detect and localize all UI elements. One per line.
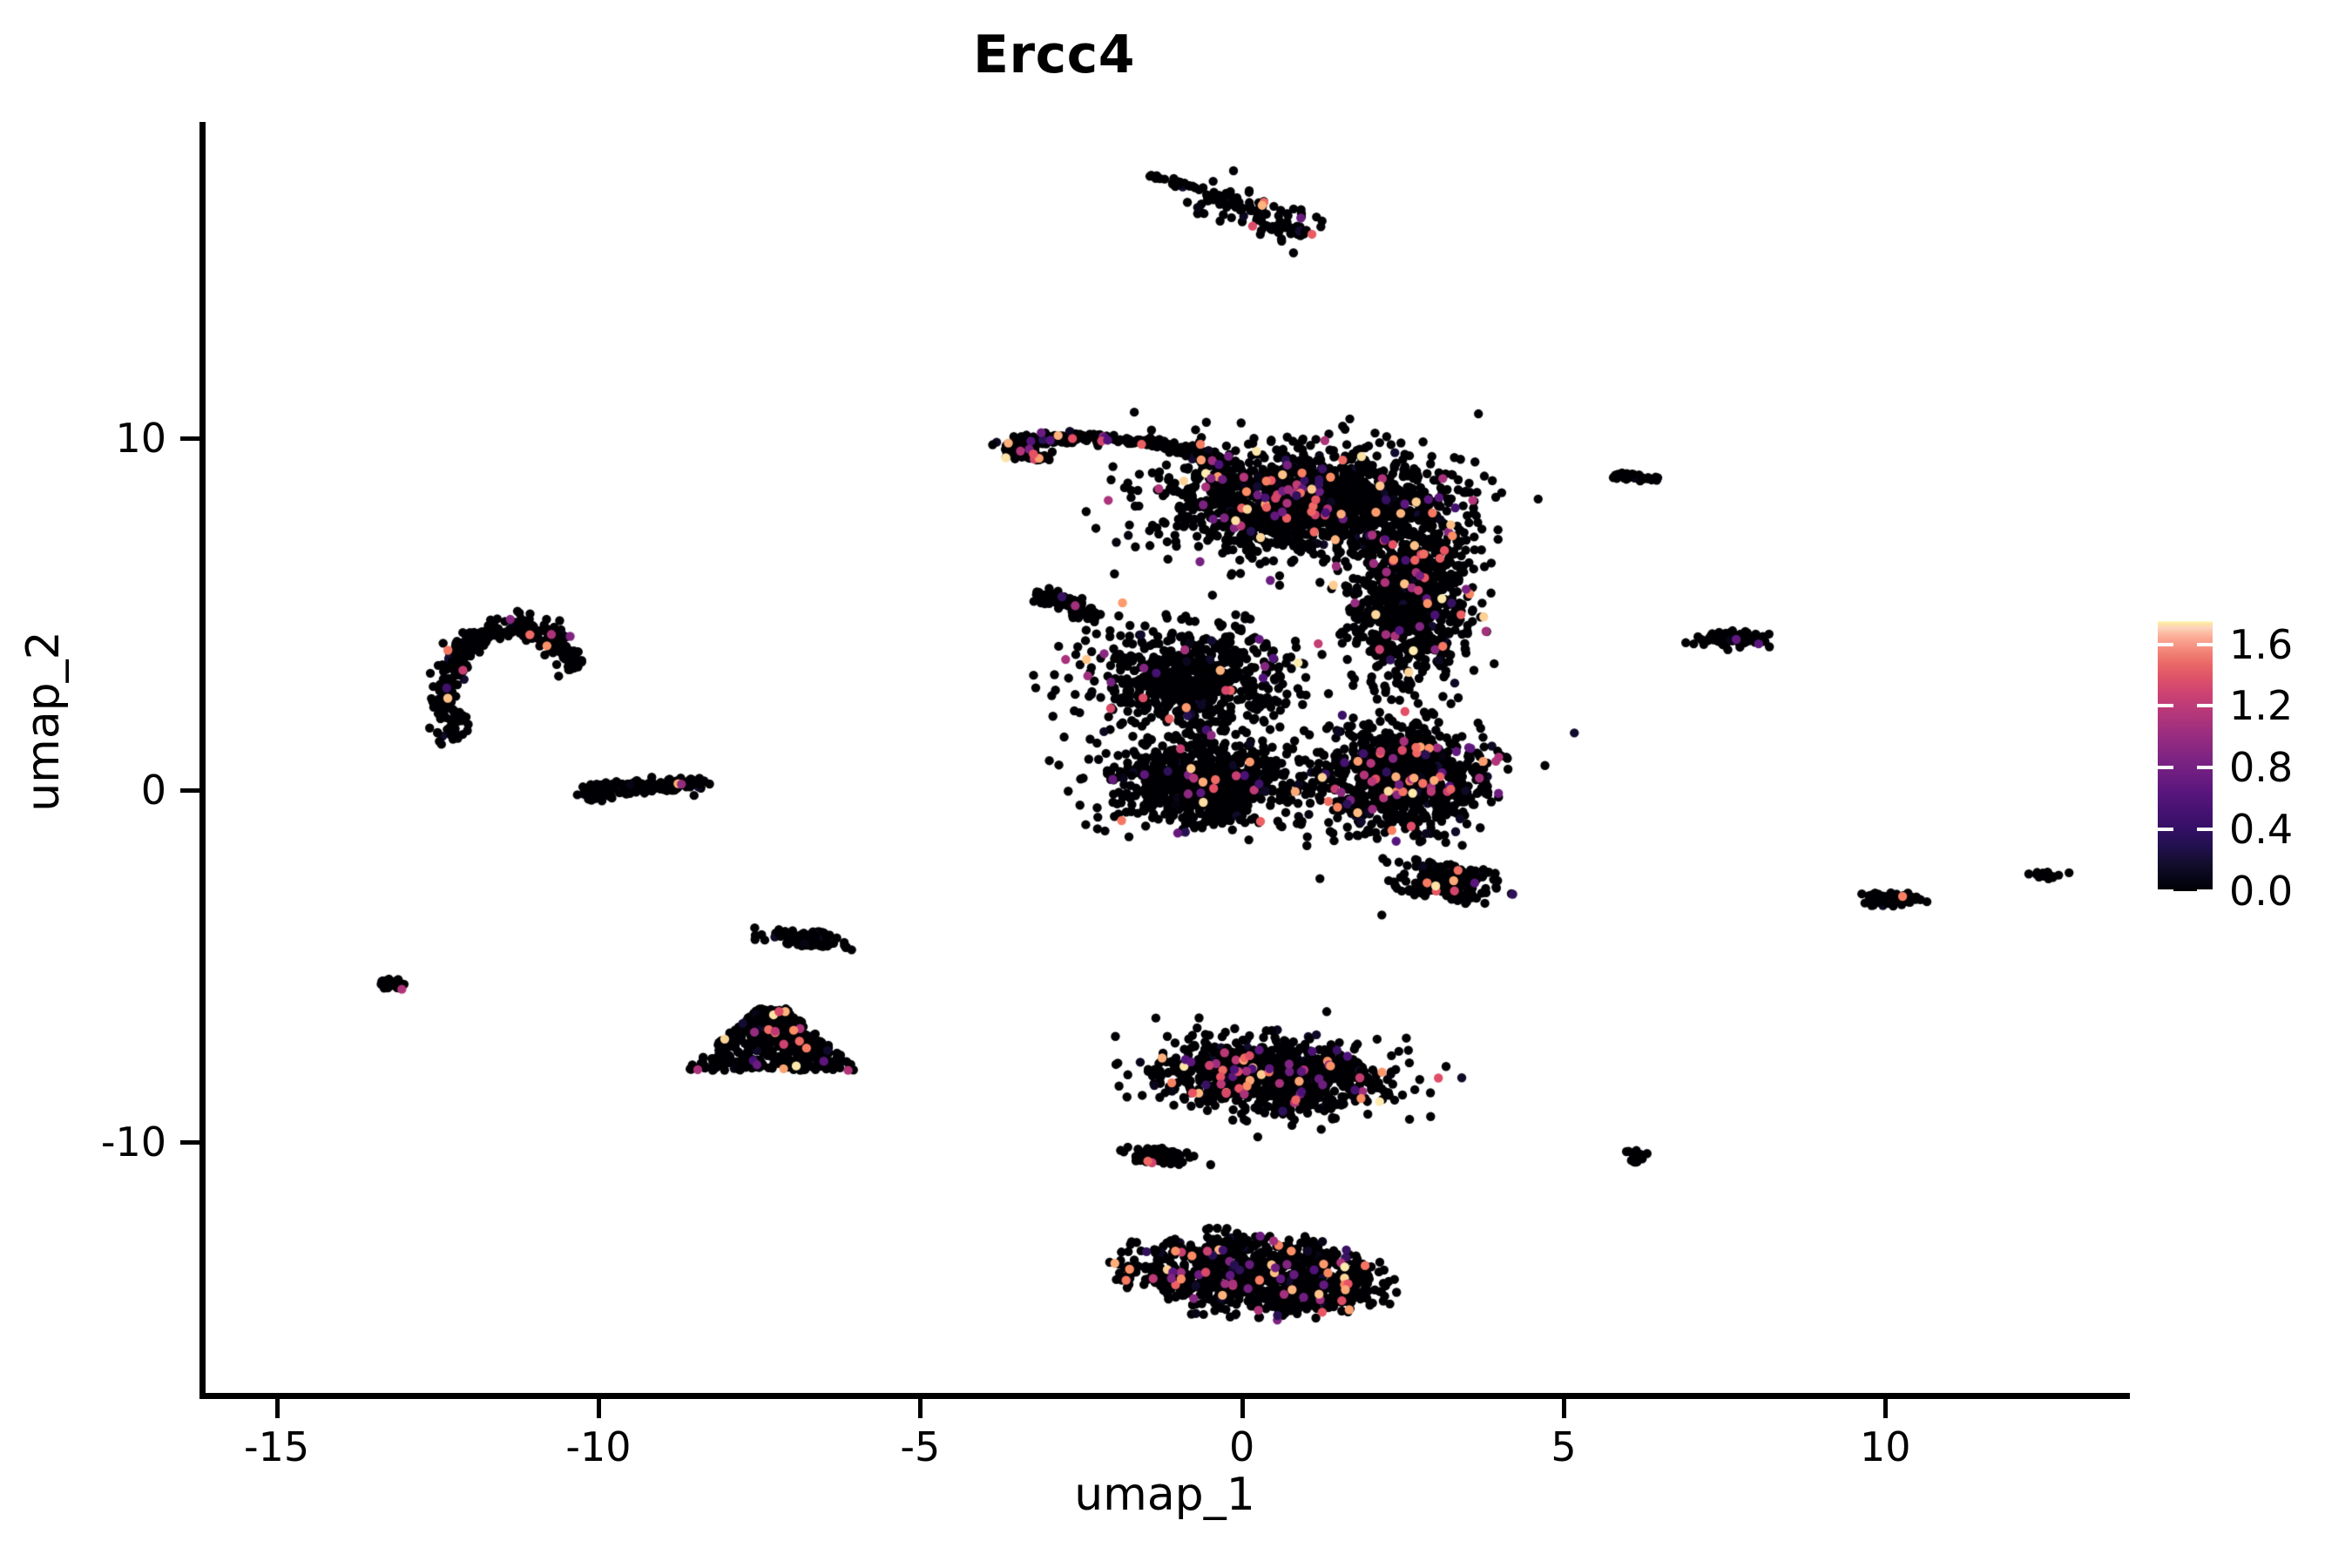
colorbar-tick-mark: [2158, 642, 2173, 646]
colorbar-tick-mark: [2158, 766, 2173, 770]
x-tick-mark: [1240, 1399, 1245, 1418]
colorbar-tick-mark: [2197, 642, 2213, 646]
x-tick-mark: [274, 1399, 280, 1418]
x-tick-label: 5: [1551, 1423, 1577, 1470]
x-tick-label: -5: [900, 1423, 941, 1470]
x-tick-label: -10: [565, 1423, 632, 1470]
colorbar-tick-mark: [2197, 828, 2213, 832]
y-tick-label: -10: [100, 1119, 166, 1166]
colorbar-tick-mark: [2158, 828, 2173, 832]
x-tick-mark: [1561, 1399, 1566, 1418]
x-tick-mark: [1883, 1399, 1889, 1418]
y-tick-mark: [180, 436, 199, 442]
x-axis-label: umap_1: [1074, 1469, 1255, 1521]
colorbar-tick-mark: [2197, 766, 2213, 770]
colorbar-tick-mark: [2158, 889, 2173, 893]
colorbar-tick-label: 0.4: [2229, 806, 2294, 854]
x-tick-label: 10: [1860, 1423, 1911, 1470]
x-tick-label: -15: [244, 1423, 310, 1470]
colorbar-tick-mark: [2197, 889, 2213, 893]
x-tick-label: 0: [1228, 1423, 1255, 1470]
colorbar: 1.6 1.2 0.8 0.4 0.0: [2158, 620, 2341, 915]
x-tick-mark: [918, 1399, 923, 1418]
y-axis-label: umap_2: [17, 631, 70, 812]
scatter-points-canvas: [199, 122, 2130, 1399]
y-tick-mark: [180, 1140, 199, 1146]
colorbar-tick-label: 0.0: [2229, 868, 2294, 915]
page-title: Ercc4: [973, 24, 1135, 85]
y-tick-label: 10: [115, 415, 166, 463]
y-tick-label: 0: [140, 767, 166, 814]
colorbar-tick-mark: [2197, 704, 2213, 708]
colorbar-tick-label: 1.2: [2229, 682, 2294, 730]
colorbar-tick-mark: [2158, 704, 2173, 708]
plot-axes: -15 -10 -5 0 5 10 10 0 -10: [101, 122, 2130, 1470]
colorbar-gradient: [2158, 621, 2213, 891]
x-tick-mark: [596, 1399, 601, 1418]
y-tick-mark: [180, 788, 199, 794]
colorbar-tick-label: 1.6: [2229, 620, 2294, 668]
colorbar-tick-label: 0.8: [2229, 744, 2294, 792]
